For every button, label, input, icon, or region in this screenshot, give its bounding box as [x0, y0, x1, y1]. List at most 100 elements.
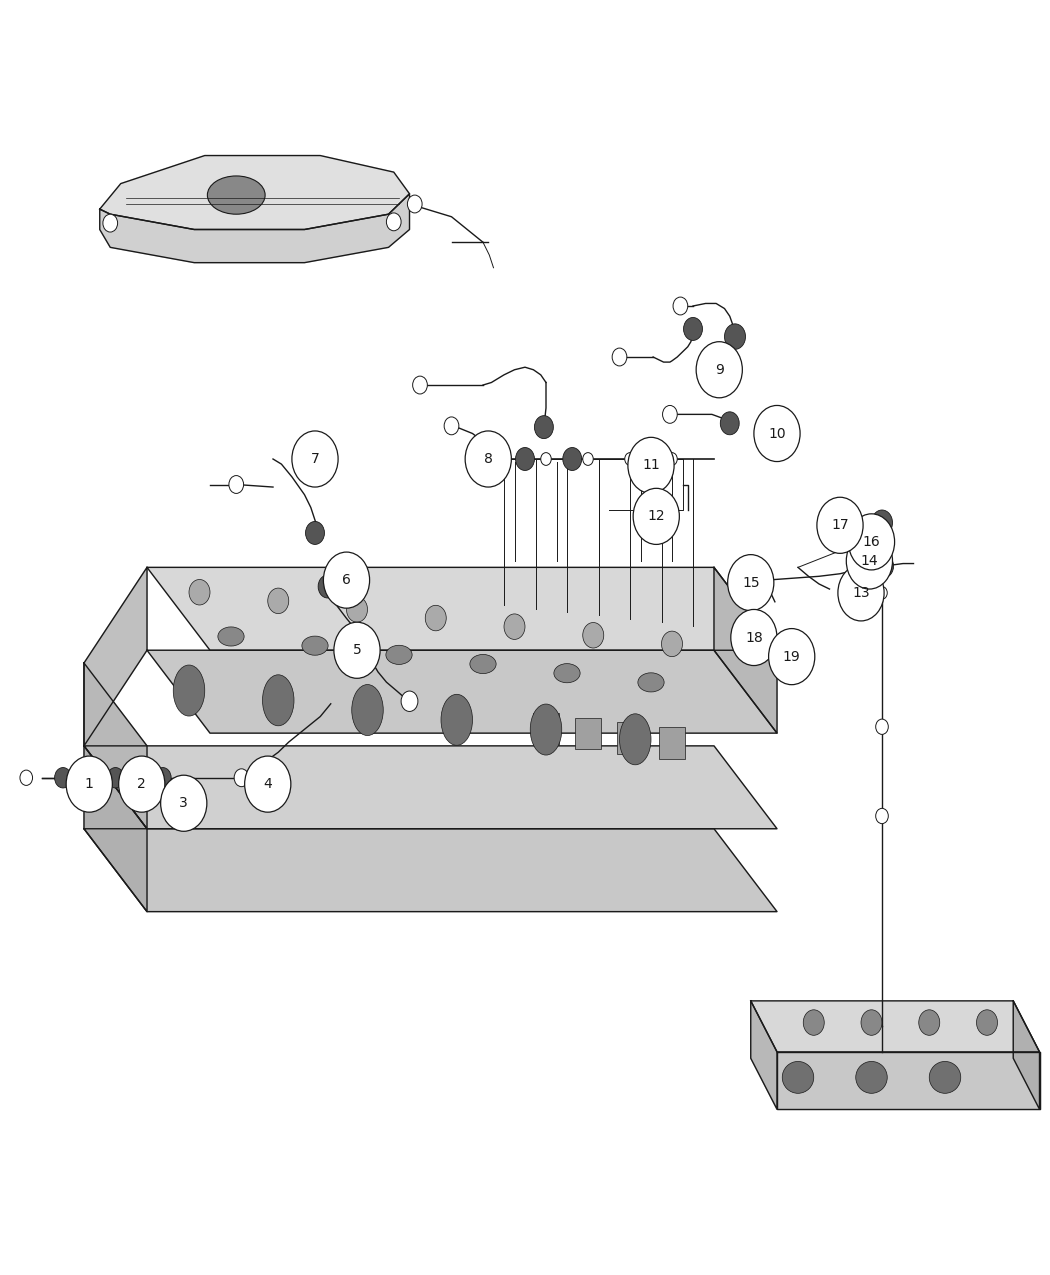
Ellipse shape	[469, 654, 496, 673]
Circle shape	[769, 629, 815, 685]
Circle shape	[401, 691, 418, 711]
Circle shape	[696, 342, 742, 398]
Text: 12: 12	[648, 510, 665, 523]
Circle shape	[234, 769, 249, 787]
Circle shape	[563, 448, 582, 470]
Polygon shape	[751, 1001, 1040, 1052]
Circle shape	[583, 453, 593, 465]
Circle shape	[55, 768, 71, 788]
Circle shape	[465, 431, 511, 487]
Ellipse shape	[620, 714, 651, 765]
Text: 13: 13	[853, 586, 869, 599]
Circle shape	[541, 453, 551, 465]
Bar	[575, 718, 601, 750]
Circle shape	[318, 575, 337, 598]
Circle shape	[107, 768, 124, 788]
Circle shape	[346, 597, 367, 622]
Circle shape	[478, 441, 499, 467]
Ellipse shape	[173, 666, 205, 717]
Circle shape	[189, 579, 210, 604]
Circle shape	[268, 588, 289, 613]
Circle shape	[161, 775, 207, 831]
Circle shape	[504, 613, 525, 639]
Circle shape	[306, 521, 324, 544]
Circle shape	[612, 348, 627, 366]
Circle shape	[334, 622, 380, 678]
Polygon shape	[84, 746, 777, 829]
Circle shape	[413, 376, 427, 394]
Text: 17: 17	[832, 519, 848, 532]
Bar	[659, 727, 685, 759]
Text: 1: 1	[85, 778, 93, 790]
Ellipse shape	[262, 674, 294, 725]
Circle shape	[872, 510, 892, 536]
Ellipse shape	[874, 539, 890, 552]
Polygon shape	[84, 663, 147, 829]
Circle shape	[838, 565, 884, 621]
Circle shape	[877, 586, 887, 599]
Text: 14: 14	[861, 555, 878, 567]
Circle shape	[633, 488, 679, 544]
Ellipse shape	[352, 685, 383, 736]
Circle shape	[119, 756, 165, 812]
Polygon shape	[147, 567, 777, 650]
Text: 11: 11	[643, 459, 659, 472]
Polygon shape	[84, 746, 147, 912]
Circle shape	[817, 497, 863, 553]
Text: 18: 18	[746, 631, 762, 644]
Circle shape	[876, 808, 888, 824]
Circle shape	[425, 606, 446, 631]
Circle shape	[846, 533, 892, 589]
Circle shape	[103, 214, 118, 232]
Circle shape	[516, 448, 534, 470]
Circle shape	[229, 476, 244, 493]
Circle shape	[919, 1010, 940, 1035]
Ellipse shape	[302, 636, 328, 655]
Ellipse shape	[929, 1061, 961, 1094]
Polygon shape	[147, 650, 777, 733]
Circle shape	[728, 555, 774, 611]
Text: 16: 16	[863, 536, 880, 548]
Text: 9: 9	[715, 363, 723, 376]
Circle shape	[245, 756, 291, 812]
Circle shape	[154, 768, 171, 788]
Text: 8: 8	[484, 453, 492, 465]
Circle shape	[386, 213, 401, 231]
Text: 3: 3	[180, 797, 188, 810]
Text: 7: 7	[311, 453, 319, 465]
Circle shape	[66, 756, 112, 812]
Text: 4: 4	[264, 778, 272, 790]
Ellipse shape	[208, 176, 265, 214]
Polygon shape	[100, 156, 410, 229]
Circle shape	[667, 453, 677, 465]
Polygon shape	[777, 1052, 1040, 1109]
Circle shape	[724, 324, 746, 349]
Polygon shape	[714, 567, 777, 733]
Ellipse shape	[638, 673, 664, 692]
Circle shape	[976, 1010, 997, 1035]
Ellipse shape	[530, 704, 562, 755]
Circle shape	[20, 770, 33, 785]
Circle shape	[720, 412, 739, 435]
Circle shape	[754, 405, 800, 462]
Ellipse shape	[782, 1061, 814, 1094]
Text: 5: 5	[353, 644, 361, 657]
Text: 6: 6	[342, 574, 351, 586]
Circle shape	[803, 1010, 824, 1035]
Circle shape	[662, 631, 682, 657]
Ellipse shape	[441, 695, 472, 746]
Text: 15: 15	[742, 576, 759, 589]
Circle shape	[628, 437, 674, 493]
Bar	[617, 722, 643, 754]
Circle shape	[684, 317, 702, 340]
Ellipse shape	[218, 627, 244, 646]
Circle shape	[323, 552, 370, 608]
Circle shape	[583, 622, 604, 648]
Circle shape	[875, 555, 894, 578]
Circle shape	[625, 453, 635, 465]
Bar	[533, 713, 559, 745]
Circle shape	[876, 719, 888, 734]
Circle shape	[499, 453, 509, 465]
Circle shape	[663, 405, 677, 423]
Polygon shape	[100, 194, 410, 263]
